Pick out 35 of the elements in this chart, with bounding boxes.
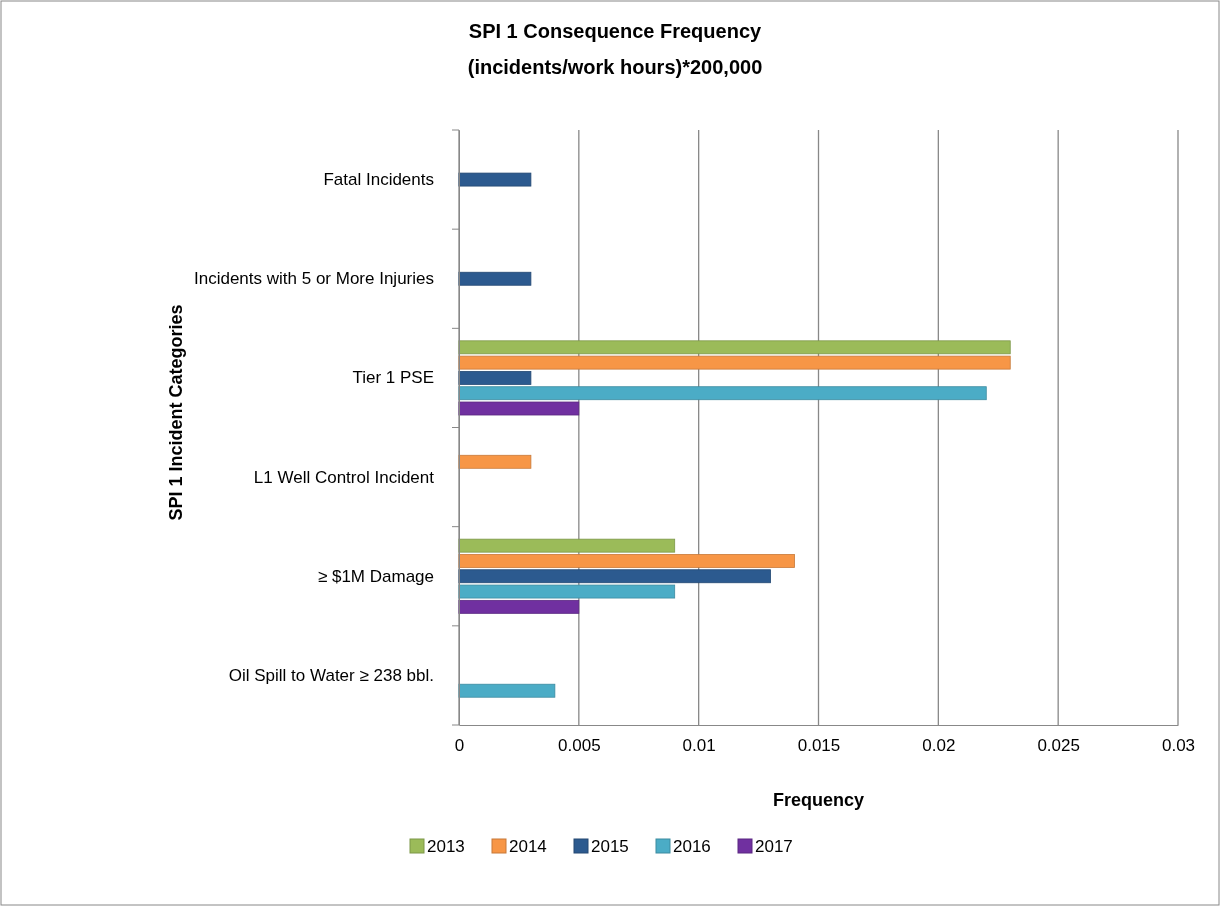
bar	[458, 401, 580, 416]
legend-label: 2014	[509, 837, 547, 856]
legend-label: 2017	[755, 837, 793, 856]
y-tick-label: Tier 1 PSE	[352, 368, 434, 388]
y-tick-label: Oil Spill to Water ≥ 238 bbl.	[228, 665, 434, 685]
bar	[458, 271, 532, 286]
bar	[458, 355, 1011, 370]
bar	[458, 599, 580, 614]
bar	[458, 454, 532, 469]
y-tick-label: ≥ $1M Damage	[317, 566, 434, 586]
y-tick-label: L1 Well Control Incident	[253, 467, 435, 487]
legend-label: 2013	[427, 837, 465, 856]
y-tick-label: Fatal Incidents	[323, 170, 434, 190]
bar	[458, 584, 676, 599]
y-axis-title: SPI 1 Incident Categories	[166, 304, 186, 521]
x-tick-label: 0.02	[922, 736, 956, 756]
bar	[458, 371, 532, 385]
x-tick-label: 0.015	[797, 736, 841, 756]
x-tick-label: 0.025	[1037, 736, 1080, 756]
x-tick-label: 0.03	[1161, 736, 1196, 756]
bar	[458, 569, 771, 584]
x-axis-title: Frequency	[772, 790, 865, 810]
bar	[458, 554, 795, 568]
chart-title: SPI 1 Consequence Frequency (incidents/work hours)*200,000	[467, 20, 763, 78]
x-tick-label: 0.005	[558, 736, 601, 756]
bar	[458, 340, 1011, 355]
bar	[458, 386, 987, 401]
bar	[458, 538, 676, 553]
y-tick-label: Incidents with 5 or More Injuries	[194, 269, 434, 289]
x-tick-label: 0	[454, 736, 465, 756]
legend-label: 2015	[591, 837, 629, 856]
bar	[458, 172, 532, 187]
bar	[458, 683, 556, 698]
x-tick-label: 0.01	[682, 736, 716, 756]
legend-label: 2016	[673, 837, 711, 856]
